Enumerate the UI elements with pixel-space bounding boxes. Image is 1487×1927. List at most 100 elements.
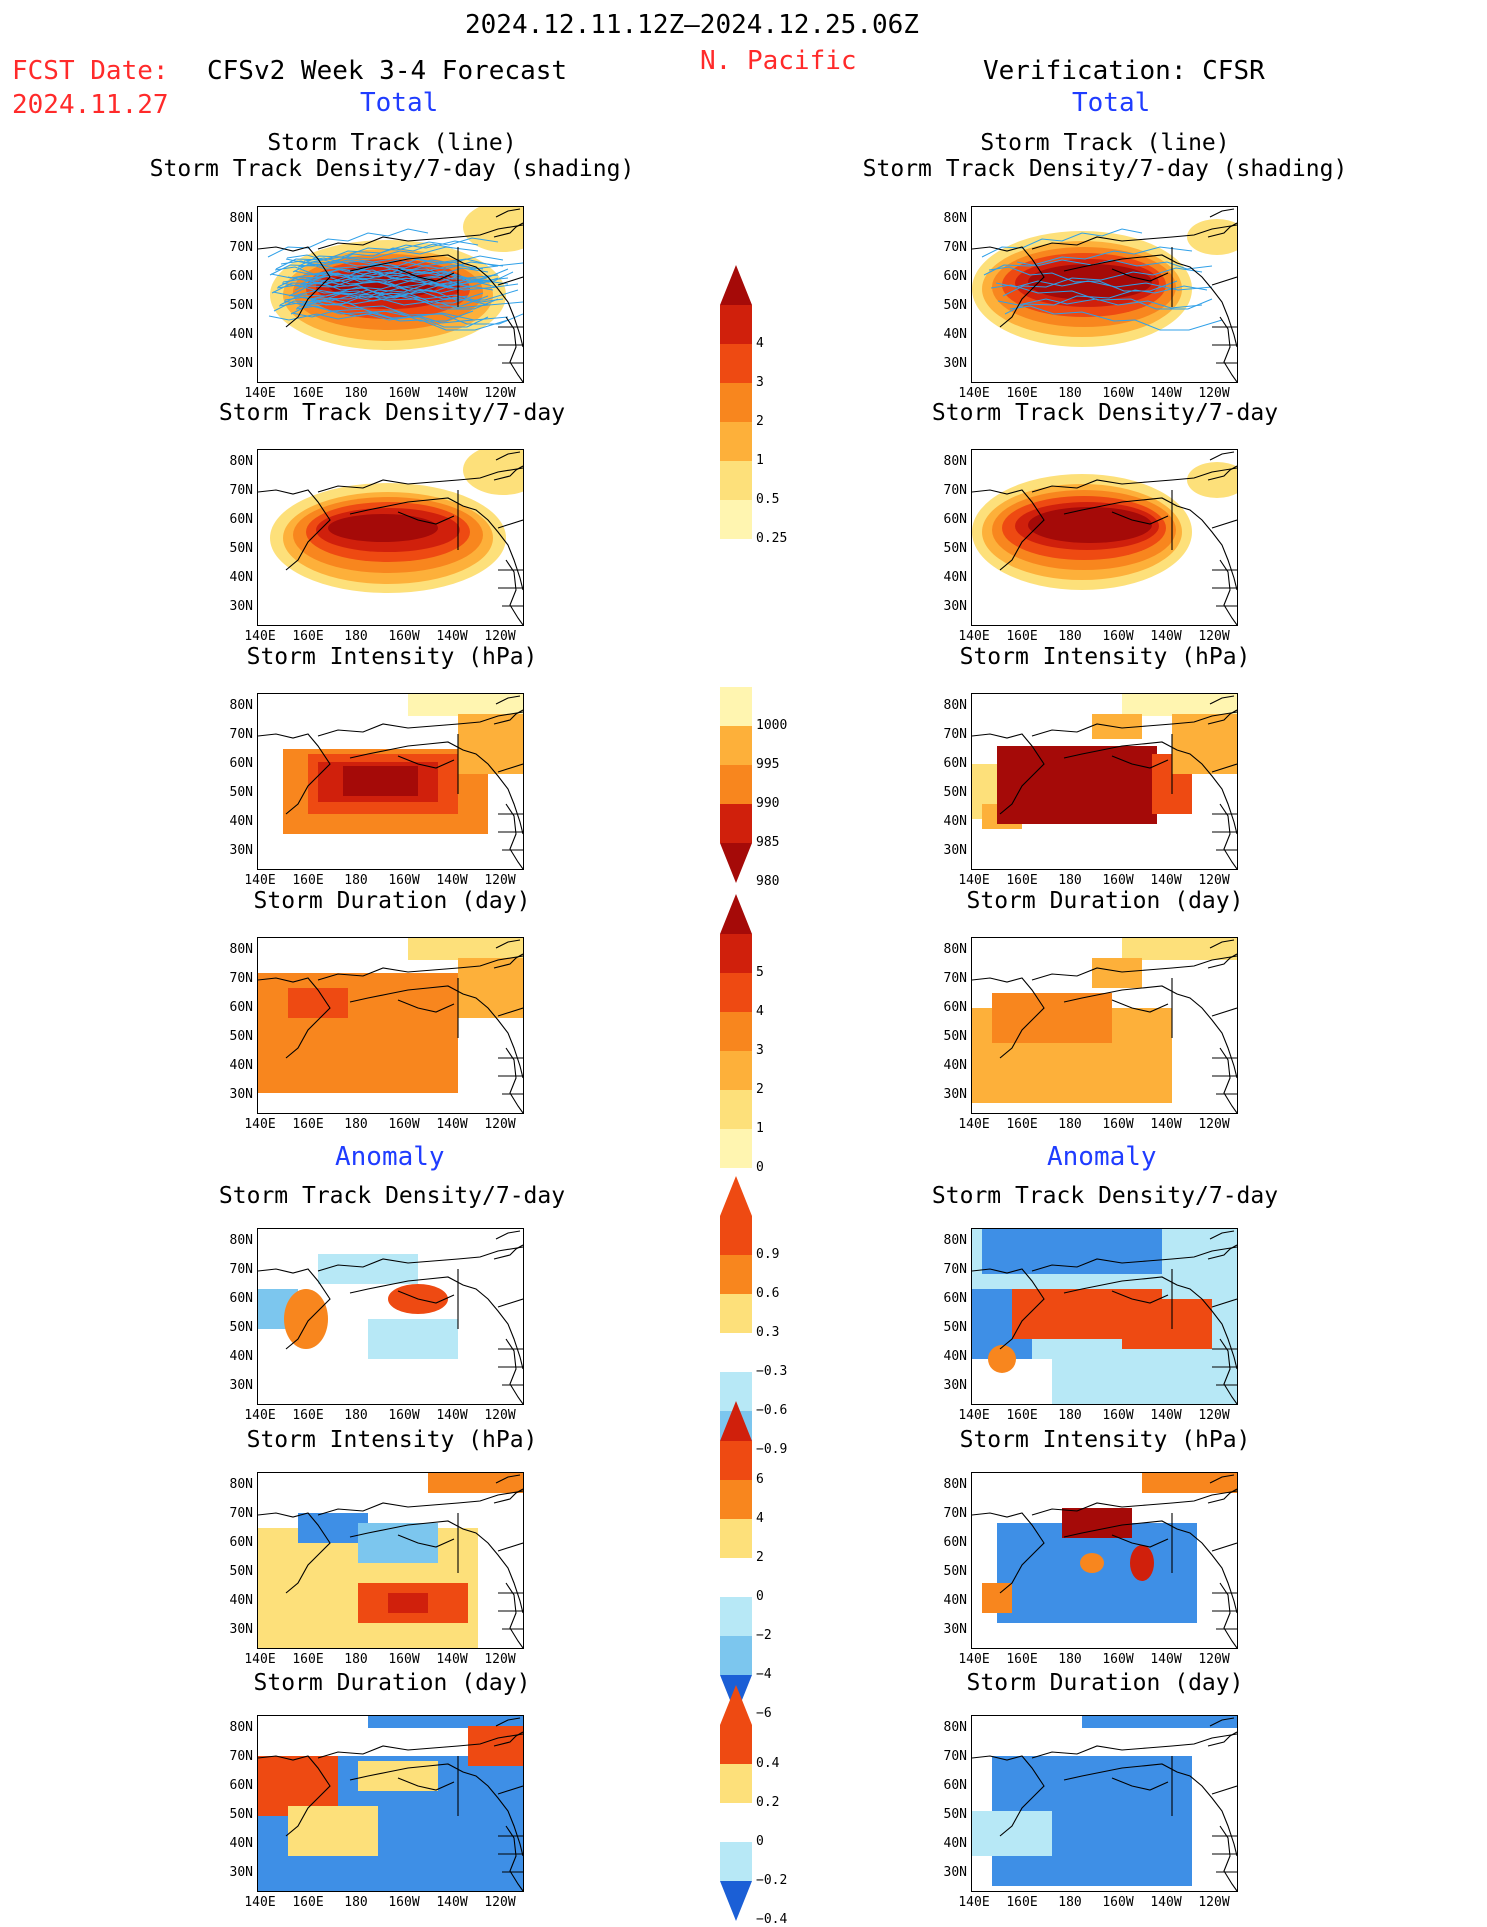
lon-tick-label: 160W	[1102, 386, 1134, 401]
coastline	[397, 755, 455, 769]
colorbar-swatch	[720, 1725, 752, 1764]
lat-tick-label: 80N	[229, 1477, 253, 1492]
lon-tick-label: 140W	[1150, 1408, 1182, 1423]
lat-tick-label: 30N	[229, 843, 253, 858]
coastline	[497, 1542, 523, 1552]
lat-tick-label: 60N	[229, 1778, 253, 1793]
panel-title-intensity-anom-right: Storm Intensity (hPa)	[959, 1427, 1251, 1453]
lat-tick-label: 60N	[229, 756, 253, 771]
coastline	[498, 1057, 523, 1095]
lat-tick-label: 70N	[943, 971, 967, 986]
coastline	[497, 276, 523, 286]
colorbar-swatch	[720, 804, 752, 843]
lat-tick-label: 50N	[943, 541, 967, 556]
anomaly-cell	[284, 1289, 328, 1349]
lon-tick-label: 180	[1058, 1408, 1082, 1423]
lon-tick-label: 160E	[1006, 1652, 1038, 1667]
lat-tick-label: 80N	[229, 1720, 253, 1735]
map-intensity-right	[971, 693, 1238, 870]
anomaly-cell	[1130, 1545, 1154, 1581]
coastline	[1031, 955, 1237, 981]
coastline	[972, 1512, 1045, 1594]
storm-track-line	[277, 258, 439, 288]
colorbar-label: 0.2	[756, 1795, 780, 1810]
coastline	[1111, 1290, 1169, 1304]
anomaly-cell	[368, 1716, 523, 1728]
map-density-anom-right	[971, 1228, 1238, 1405]
lon-tick-label: 160E	[292, 873, 324, 888]
lon-tick-label: 160E	[1006, 1408, 1038, 1423]
lat-tick-label: 70N	[229, 1506, 253, 1521]
colorbar-label: −0.9	[756, 1442, 788, 1457]
colorbar-swatch	[720, 305, 752, 344]
lon-tick-label: 140W	[1150, 629, 1182, 644]
storm-track-line	[306, 295, 523, 306]
coastline	[1063, 1276, 1237, 1370]
colorbar-swatch	[720, 1255, 752, 1294]
lon-tick-label: 180	[1058, 873, 1082, 888]
coastline	[1207, 695, 1237, 725]
map-intensity-anom-right	[971, 1472, 1238, 1649]
colorbar-label: −6	[756, 1706, 772, 1721]
lon-tick-label: 160W	[1102, 1652, 1134, 1667]
colorbar-triangle	[720, 1881, 752, 1921]
lat-tick-label: 30N	[943, 1865, 967, 1880]
coastline	[317, 711, 523, 737]
lat-tick-label: 70N	[943, 1749, 967, 1764]
colorbar-duration-anom	[720, 1685, 752, 1921]
lat-tick-label: 40N	[943, 1836, 967, 1851]
coastline	[972, 489, 1045, 571]
colorbar-swatch	[720, 1333, 752, 1372]
colorbar-label: 4	[756, 336, 764, 351]
lon-tick-label: 160W	[1102, 1895, 1134, 1910]
lon-tick-label: 140E	[958, 1408, 990, 1423]
storm-track-line	[298, 237, 499, 267]
coastline	[498, 1835, 523, 1873]
lat-tick-label: 30N	[943, 1378, 967, 1393]
anomaly-cell	[982, 1583, 1012, 1613]
colorbar-swatch	[720, 1558, 752, 1597]
lat-tick-label: 50N	[229, 1807, 253, 1822]
intensity-cell	[458, 714, 523, 774]
coastline	[1063, 497, 1237, 591]
lon-tick-label: 160E	[292, 1408, 324, 1423]
lon-tick-label: 160E	[292, 1117, 324, 1132]
lon-tick-label: 140E	[958, 873, 990, 888]
coastline	[1031, 1490, 1237, 1516]
panel-title-duration-right: Storm Duration (day)	[966, 888, 1244, 914]
storm-track-line	[995, 280, 1213, 291]
panel-title-density-left: Storm Track Density/7-day	[218, 400, 566, 426]
coastline	[397, 268, 455, 282]
coastline	[1211, 763, 1237, 773]
colorbar-swatch	[720, 1012, 752, 1051]
lat-tick-label: 30N	[943, 1087, 967, 1102]
lon-tick-label: 160W	[1102, 1117, 1134, 1132]
lat-tick-label: 50N	[229, 298, 253, 313]
colorbar-swatch	[720, 1519, 752, 1558]
colorbar-intensity	[720, 687, 752, 883]
colorbar-label: 4	[756, 1511, 764, 1526]
colorbar-label: 3	[756, 375, 764, 390]
anomaly-cell	[1082, 1716, 1237, 1728]
lat-tick-label: 80N	[943, 942, 967, 957]
lat-tick-label: 60N	[229, 269, 253, 284]
colorbar-swatch	[720, 1051, 752, 1090]
coastline	[493, 1230, 523, 1260]
coastline	[258, 1755, 331, 1837]
anomaly-cell	[428, 1473, 523, 1493]
colorbar-label: 980	[756, 874, 780, 889]
storm-track-line	[1009, 305, 1223, 331]
lon-tick-label: 140E	[244, 1895, 276, 1910]
anomaly-cell	[1080, 1553, 1104, 1573]
coastline	[1063, 254, 1237, 348]
lon-tick-label: 140E	[244, 1117, 276, 1132]
colorbar-duration	[720, 894, 752, 1168]
lat-tick-label: 60N	[943, 269, 967, 284]
anomaly-cell	[982, 1229, 1162, 1274]
lon-tick-label: 120W	[1198, 1408, 1230, 1423]
colorbar-label: 2	[756, 414, 764, 429]
colorbar-triangle	[720, 1176, 752, 1216]
lat-tick-label: 60N	[229, 1291, 253, 1306]
lon-tick-label: 160E	[292, 1652, 324, 1667]
coastline	[349, 741, 523, 835]
